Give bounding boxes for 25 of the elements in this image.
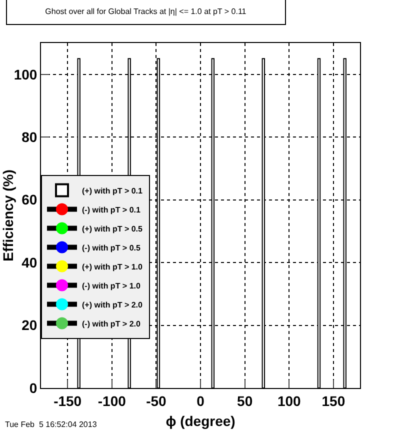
legend-label: (+) with pT > 0.5 xyxy=(82,224,144,234)
y-tick-label: 100 xyxy=(14,66,38,82)
y-axis-title: Efficiency (%) xyxy=(0,170,16,262)
legend-label: (-) with pT > 0.5 xyxy=(82,243,141,252)
legend-label: (+) with pT > 1.0 xyxy=(82,262,144,272)
x-tick-label: 0 xyxy=(196,392,205,409)
y-tick-label: 80 xyxy=(22,128,38,145)
y-tick-label: 0 xyxy=(29,380,38,396)
x-axis-title: ϕ (degree) xyxy=(166,413,236,430)
x-tick-label: -150 xyxy=(54,392,82,409)
x-tick-label: 100 xyxy=(277,392,302,409)
y-tick-label: 20 xyxy=(22,317,38,334)
y-tick-label: 40 xyxy=(22,254,38,270)
x-tick-label: 150 xyxy=(322,392,346,409)
legend-label: (-) with pT > 1.0 xyxy=(82,281,141,290)
legend-label: (-) with pT > 2.0 xyxy=(82,319,141,328)
legend-label: (+) with pT > 0.1 xyxy=(82,186,144,196)
text: Tue Feb 5 16:52:04 2013 xyxy=(5,420,98,429)
x-tick-label: 50 xyxy=(237,392,253,409)
chart-title: Ghost over all for Global Tracks at |η| <= 1.0 at pT > 0.11 xyxy=(45,7,247,16)
legend-label: (-) with pT > 0.1 xyxy=(82,205,141,214)
legend-label: (+) with pT > 2.0 xyxy=(82,300,144,310)
x-tick-label: -50 xyxy=(146,392,167,409)
x-tick-label: -100 xyxy=(98,392,126,409)
y-tick-label: 60 xyxy=(22,192,38,208)
